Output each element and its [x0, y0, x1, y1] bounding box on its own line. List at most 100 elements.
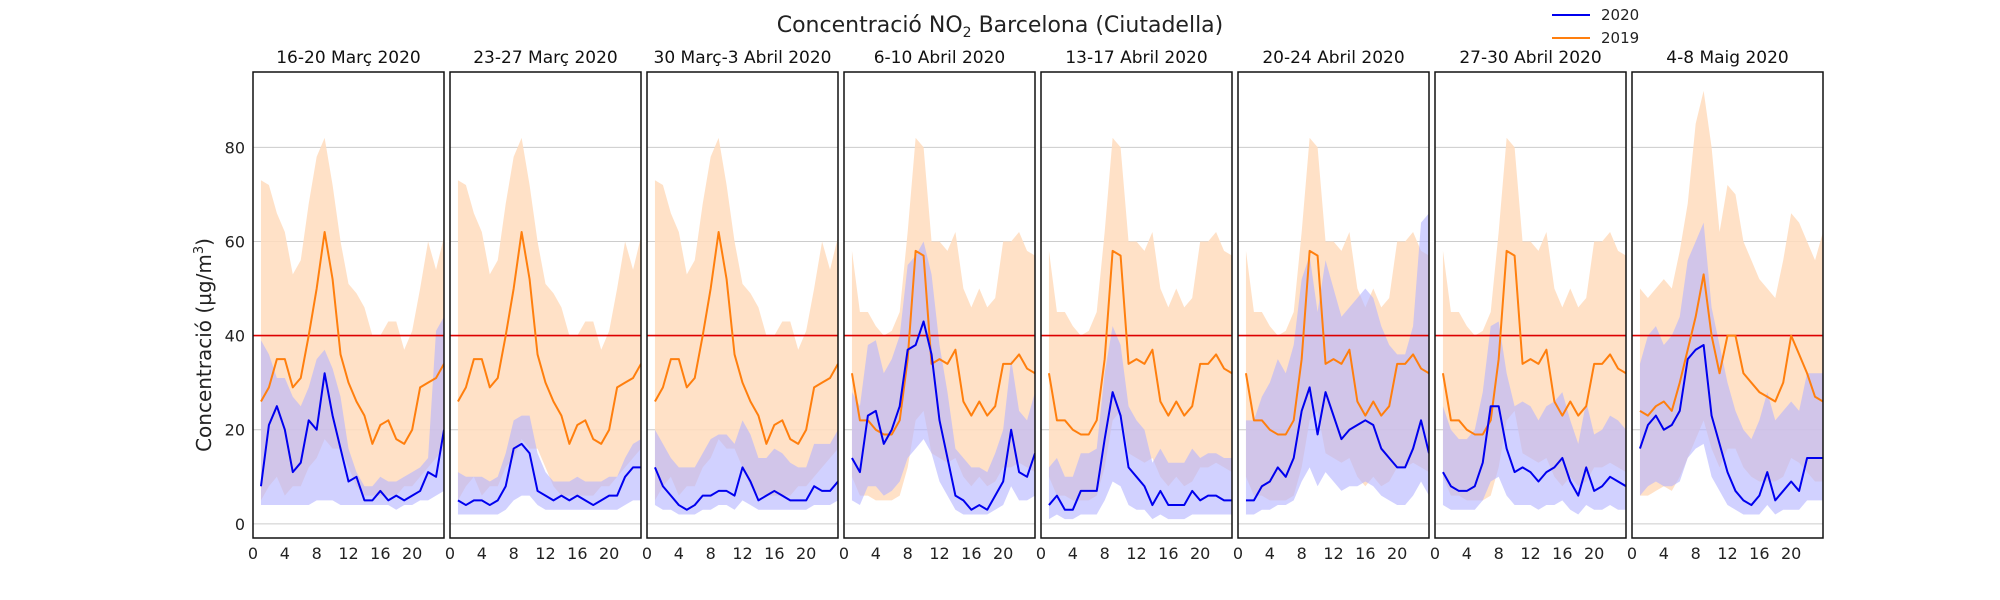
series-line-2020 [457, 442, 641, 507]
x-tick-label: 0 [642, 544, 652, 563]
series-line-2020 [1048, 391, 1232, 511]
panel-frame [252, 71, 445, 539]
panel-title: 13-17 Abril 2020 [1065, 48, 1207, 68]
legend-label-2020: 2020 [1601, 6, 1639, 24]
panel-content [450, 137, 641, 515]
band-2019 [457, 137, 641, 501]
x-tick-label: 4 [1659, 544, 1669, 563]
x-tick-label: 20 [1190, 544, 1210, 563]
band-2020 [1442, 321, 1626, 515]
x-tick-label: 0 [445, 544, 455, 563]
panel-4: 6-10 Abril 2020 0 4 8 12 16 20 [839, 48, 1036, 563]
x-tick-label: 16 [370, 544, 390, 563]
figure-title: Concentració NO2 Barcelona (Ciutadella) [777, 13, 1224, 41]
panel-content [253, 137, 444, 510]
panel-title: 16-20 Març 2020 [276, 48, 421, 68]
panel-1: 16-20 Març 2020 0 4 8 12 16 20 0 20 40 60 80 [225, 48, 445, 563]
y-axis-label: Concentració (µg/m3) [192, 238, 216, 452]
panel-title: 6-10 Abril 2020 [874, 48, 1006, 68]
x-tick-label: 12 [1126, 544, 1146, 563]
series-line-2020 [1442, 405, 1626, 497]
series-line-2019 [654, 231, 838, 445]
series-line-2019 [457, 231, 641, 445]
panel-2: 23-27 Març 2020 0 4 8 12 16 20 [445, 48, 642, 563]
series-line-2020 [851, 320, 1035, 511]
series-line-2019 [1639, 273, 1823, 417]
x-tick-label: 4 [1068, 544, 1078, 563]
panel-content [647, 137, 838, 515]
series-line-2020 [654, 466, 838, 511]
legend-label-2019: 2019 [1601, 29, 1639, 47]
panel-title: 30 Març-3 Abril 2020 [654, 48, 832, 68]
band-2020 [1245, 213, 1429, 515]
series-line-2019 [850, 249, 1035, 436]
panel-5: 13-17 Abril 2020 0 4 8 12 16 20 [1036, 48, 1233, 563]
panel-content [1632, 90, 1823, 515]
x-tick-label: 16 [961, 544, 981, 563]
x-tick-label: 12 [338, 544, 358, 563]
y-tick-label: 60 [225, 232, 245, 251]
panel-content [1041, 137, 1232, 520]
x-tick-label: 20 [993, 544, 1013, 563]
band-2019 [654, 137, 838, 501]
panel-title: 27-30 Abril 2020 [1459, 48, 1601, 68]
panel-frame [1434, 71, 1627, 539]
panel-frame [843, 71, 1036, 539]
x-tick-label: 8 [706, 544, 716, 563]
x-tick-label: 20 [796, 544, 816, 563]
band-2020 [851, 241, 1035, 515]
x-tick-label: 0 [1036, 544, 1046, 563]
x-tick-label: 16 [764, 544, 784, 563]
x-tick-label: 4 [674, 544, 684, 563]
x-tick-label: 8 [1297, 544, 1307, 563]
series-line-2020 [259, 372, 444, 502]
panel-content [844, 137, 1035, 515]
x-tick-label: 8 [1691, 544, 1701, 563]
x-tick-label: 20 [1781, 544, 1801, 563]
x-tick-label: 12 [1520, 544, 1540, 563]
x-tick-label: 12 [732, 544, 752, 563]
panel-title: 23-27 Març 2020 [473, 48, 618, 68]
series-line-2019 [1047, 249, 1232, 436]
y-tick-label: 40 [225, 327, 245, 346]
panel-frame [1040, 71, 1233, 539]
x-tick-label: 12 [1717, 544, 1737, 563]
x-tick-label: 4 [477, 544, 487, 563]
panel-title: 20-24 Abril 2020 [1262, 48, 1404, 68]
x-tick-label: 16 [567, 544, 587, 563]
band-2020 [1639, 222, 1823, 515]
band-2020 [654, 420, 838, 515]
x-tick-label: 16 [1158, 544, 1178, 563]
panel-content [1238, 137, 1429, 515]
legend: 2020 2019 [1552, 6, 1639, 47]
series-line-2020 [1639, 344, 1823, 507]
panel-frame [1631, 71, 1824, 539]
band-2020 [1048, 326, 1232, 520]
y-tick-label: 0 [235, 515, 245, 534]
x-tick-label: 8 [509, 544, 519, 563]
band-2019 [1048, 137, 1232, 501]
panel-title: 4-8 Maig 2020 [1666, 48, 1788, 68]
x-tick-label: 0 [1627, 544, 1637, 563]
x-tick-label: 0 [1430, 544, 1440, 563]
panel-3: 30 Març-3 Abril 2020 0 4 8 12 16 20 [642, 48, 839, 563]
x-tick-label: 8 [903, 544, 913, 563]
series-line-2019 [1441, 249, 1626, 436]
panel-7: 27-30 Abril 2020 0 4 8 12 16 20 [1430, 48, 1627, 563]
band-2020 [260, 316, 444, 510]
x-tick-label: 8 [1100, 544, 1110, 563]
x-tick-label: 0 [839, 544, 849, 563]
panel-frame [646, 71, 839, 539]
series-line-2020 [1245, 386, 1429, 502]
y-tick-label: 20 [225, 421, 245, 440]
panel-frame [449, 71, 642, 539]
x-tick-label: 20 [599, 544, 619, 563]
panel-6: 20-24 Abril 2020 0 4 8 12 16 20 [1233, 48, 1430, 563]
x-tick-label: 20 [1584, 544, 1604, 563]
x-tick-label: 4 [1265, 544, 1275, 563]
x-tick-label: 8 [312, 544, 322, 563]
x-tick-label: 20 [1387, 544, 1407, 563]
x-tick-label: 0 [248, 544, 258, 563]
